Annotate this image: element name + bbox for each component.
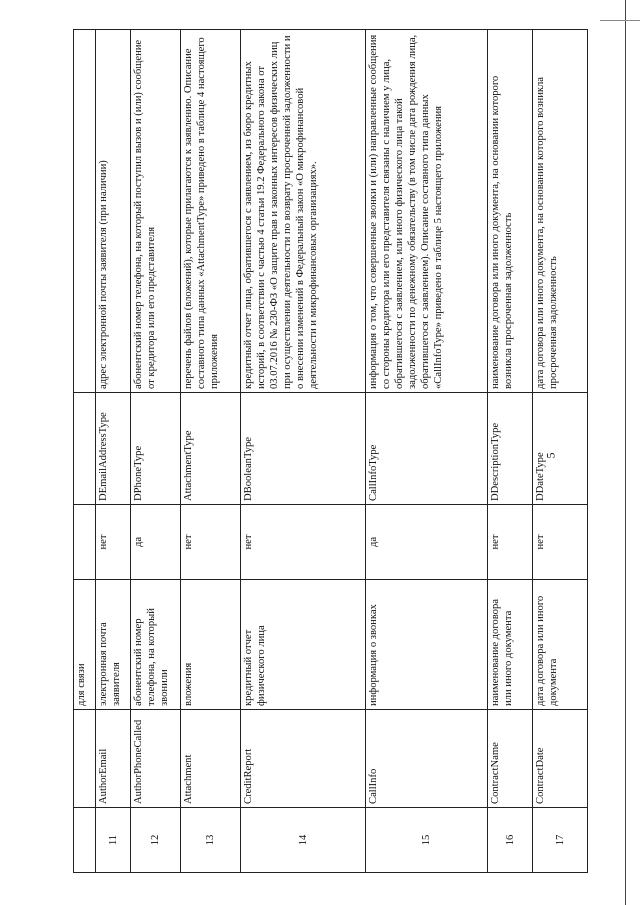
cell-type: CallInfoType <box>365 392 488 505</box>
table-row-continuation: для связи <box>73 29 96 873</box>
cell-no: 12 <box>130 807 181 873</box>
cell-required: нет <box>95 504 131 580</box>
cell-no: 13 <box>180 807 241 873</box>
cell-name: для связи <box>73 579 96 710</box>
cell-field: Attachment <box>180 709 241 808</box>
cell-required: да <box>365 504 488 580</box>
cell-field: CreditReport <box>240 709 366 808</box>
cell-name: кредитный отчет физического лица <box>240 579 366 710</box>
table-row: 14 CreditReport кредитный отчет физическог… <box>240 29 366 873</box>
cell-name: абонентский номер телефона, на который з… <box>130 579 181 710</box>
cell-description: дата договора или иного документа, на ос… <box>532 29 588 393</box>
cell-description: абонентский номер телефона, на который п… <box>130 29 181 393</box>
cell-field: CallInfo <box>365 709 488 808</box>
cell-type: AttachmentType <box>180 392 241 505</box>
table-row: 17 ContractDate дата договора или иного до… <box>532 29 588 873</box>
page-edge-line <box>600 20 640 21</box>
cell-required: да <box>130 504 181 580</box>
cell-description: адрес электронной почты заявителя (при н… <box>95 29 131 393</box>
cell-type: DPhoneType <box>130 392 181 505</box>
cell-type: DEmailAddressType <box>95 392 131 505</box>
cell-field: AuthorEmail <box>95 709 131 808</box>
table-row: 13 Attachment вложения нет AttachmentType пер… <box>180 29 241 873</box>
table-row: 12 AuthorPhoneCalled абонентский номер тел… <box>130 29 181 873</box>
cell-required: нет <box>180 504 241 580</box>
cell-description: кредитный отчет лица, обратившегося с за… <box>240 29 366 393</box>
cell-name: электронная почта заявителя <box>95 579 131 710</box>
fields-table: для связи 11 AuthorEmail электронная почта… <box>73 29 588 873</box>
table-row: 15 CallInfo информация о звонках да CallInfo… <box>365 29 488 873</box>
cell-name: вложения <box>180 579 241 710</box>
cell-required: нет <box>487 504 533 580</box>
cell-no: 17 <box>532 807 588 873</box>
cell-no: 11 <box>95 807 131 873</box>
cell-field: ContractDate <box>532 709 588 808</box>
rotated-table-container: для связи 11 AuthorEmail электронная почта… <box>73 29 588 873</box>
cell-field: ContractName <box>487 709 533 808</box>
cell-type: DDateType <box>532 392 588 505</box>
table-row: 16 ContractName наименование договора или … <box>487 29 533 873</box>
cell-name: информация о звонках <box>365 579 488 710</box>
cell-description: информация о том, что совершенные звонки… <box>365 29 488 393</box>
cell-field: AuthorPhoneCalled <box>130 709 181 808</box>
cell-description: наименование договора или иного документ… <box>487 29 533 393</box>
cell-type: DBooleanType <box>240 392 366 505</box>
cell-no: 14 <box>240 807 366 873</box>
cell-name: дата договора или иного документа <box>532 579 588 710</box>
cell-type: DDescriptionType <box>487 392 533 505</box>
page-edge-line <box>625 0 626 905</box>
cell-description: перечень файлов (вложений), которые прил… <box>180 29 241 393</box>
table-row: 11 AuthorEmail электронная почта заявителя… <box>95 29 131 873</box>
cell-required: нет <box>532 504 588 580</box>
cell-required: нет <box>240 504 366 580</box>
cell-name: наименование договора или иного документ… <box>487 579 533 710</box>
cell-no: 16 <box>487 807 533 873</box>
cell-no: 15 <box>365 807 488 873</box>
